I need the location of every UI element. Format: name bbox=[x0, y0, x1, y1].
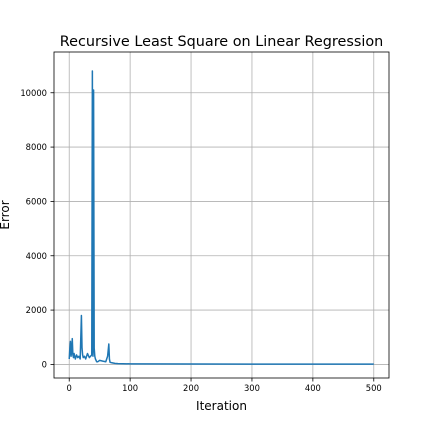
x-tick-label: 100 bbox=[122, 383, 138, 393]
x-tick-label: 400 bbox=[305, 383, 321, 393]
plot-frame bbox=[53, 51, 390, 379]
y-axis-ticks: 0 2000 4000 6000 8000 10000 bbox=[20, 88, 54, 369]
series-layer bbox=[68, 70, 374, 365]
x-tick-label: 500 bbox=[366, 383, 382, 393]
y-tick-label: 4000 bbox=[26, 251, 47, 261]
y-tick-label: 6000 bbox=[26, 196, 47, 206]
chart-title: Recursive Least Square on Linear Regress… bbox=[60, 34, 384, 50]
x-tick-label: 300 bbox=[244, 383, 260, 393]
y-tick-label: 10000 bbox=[20, 88, 47, 98]
x-axis-label: Iteration bbox=[196, 399, 247, 413]
x-tick-label: 200 bbox=[183, 383, 199, 393]
x-axis-ticks: 0 100 200 300 400 500 bbox=[67, 378, 382, 393]
y-tick-label: 2000 bbox=[26, 305, 47, 315]
plot-area bbox=[54, 52, 389, 378]
y-tick-label: 0 bbox=[42, 359, 47, 369]
x-tick-label: 0 bbox=[67, 383, 72, 393]
series-line bbox=[68, 70, 374, 365]
y-tick-label: 8000 bbox=[26, 142, 47, 152]
grid bbox=[54, 52, 389, 378]
y-axis-label: Error bbox=[0, 200, 12, 229]
